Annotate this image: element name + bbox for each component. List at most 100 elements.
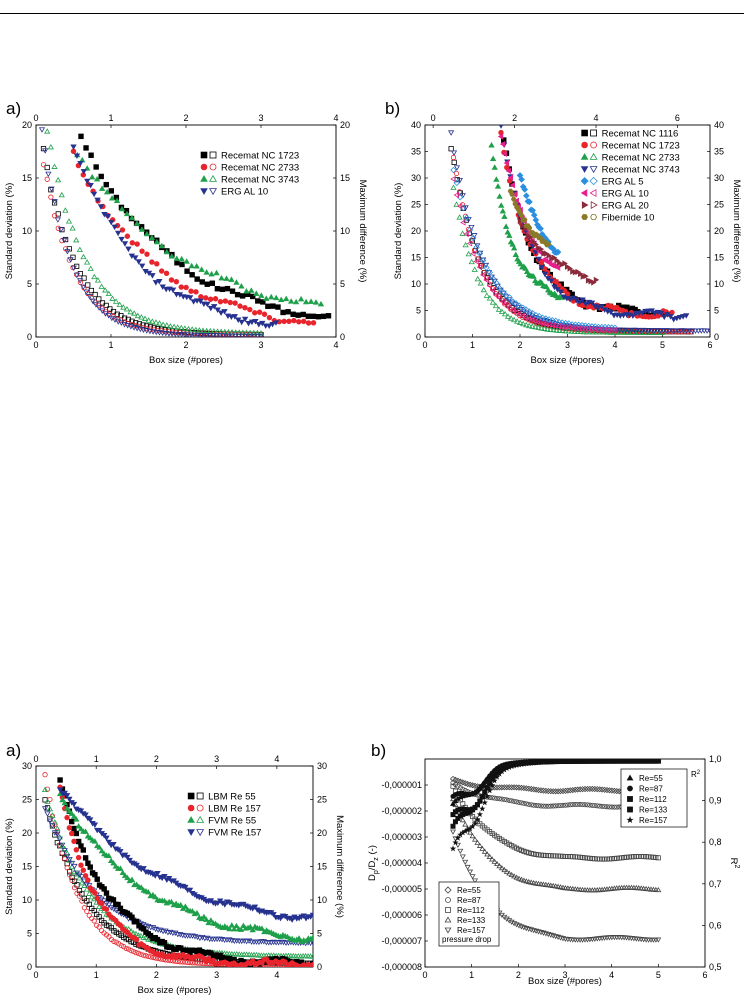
open-series-point — [486, 269, 493, 276]
pressure-point — [528, 802, 534, 808]
open-series-point — [489, 299, 496, 305]
pressure-point — [592, 803, 598, 809]
open-series-point — [47, 143, 54, 150]
series-point — [128, 214, 136, 221]
series-point — [94, 197, 101, 204]
r2-point — [491, 777, 498, 784]
pressure-point — [511, 873, 518, 879]
legend-marker-filled — [580, 166, 589, 173]
open-series-point — [152, 319, 160, 325]
y2-tick-label: 30 — [317, 761, 327, 771]
open-series-point — [257, 333, 265, 337]
series-point — [536, 244, 542, 252]
pressure-point — [523, 785, 530, 792]
pressure-point — [496, 863, 503, 869]
series-point — [110, 841, 117, 848]
series-point — [541, 250, 547, 257]
series-point — [505, 167, 512, 175]
series-point — [497, 133, 504, 140]
series-point — [240, 922, 247, 929]
open-series-point — [51, 199, 58, 205]
open-series-point — [112, 298, 120, 304]
open-series-point — [552, 317, 559, 324]
pressure-point — [513, 874, 520, 880]
x-tick-label: 0 — [422, 970, 427, 980]
series-point — [173, 255, 180, 261]
series-point — [598, 304, 605, 310]
series-point — [509, 241, 516, 247]
x-tick-label: 3 — [214, 970, 219, 980]
open-series-point — [203, 327, 210, 334]
pressure-point — [449, 829, 457, 835]
open-series-point — [522, 306, 530, 313]
series-point — [557, 259, 563, 267]
pressure-point — [501, 866, 508, 873]
series-point — [501, 150, 508, 158]
series-point — [538, 245, 545, 253]
series-point — [567, 265, 574, 272]
open-series-point — [66, 856, 73, 863]
open-series-point — [503, 301, 509, 308]
open-series-point — [450, 154, 457, 161]
y-tick-label: 0 — [27, 332, 32, 342]
open-series-point — [111, 938, 117, 944]
y2-tick-label: 5 — [340, 279, 345, 289]
open-series-point — [96, 924, 102, 930]
series-point — [98, 847, 106, 854]
open-series-point — [453, 191, 459, 199]
open-series-point — [666, 328, 673, 334]
series-point — [309, 934, 313, 940]
open-series-point — [48, 186, 55, 192]
y-tick-label: 30 — [411, 173, 421, 183]
open-series-point — [674, 328, 682, 334]
open-series-point — [46, 818, 54, 825]
pressure-point — [450, 783, 456, 789]
open-series-point — [196, 327, 203, 333]
open-series-point — [473, 258, 479, 265]
pressure-point — [508, 784, 515, 791]
series-point — [70, 801, 78, 808]
open-series-point — [128, 947, 134, 954]
pressure-point — [506, 918, 513, 924]
open-series-point — [532, 311, 540, 319]
open-series-point — [181, 332, 188, 337]
series-point — [554, 248, 562, 256]
open-series-point — [146, 329, 154, 335]
series-point — [207, 305, 214, 312]
series-point — [234, 291, 241, 298]
open-series-point — [504, 313, 512, 319]
series-point — [551, 254, 558, 261]
open-series-point — [207, 327, 214, 334]
pressure-point — [537, 787, 545, 794]
open-series-point — [55, 176, 62, 183]
y2-tick-label: 0,9 — [709, 796, 722, 806]
top-x-tick-label: 4 — [274, 754, 279, 764]
series-point — [296, 319, 302, 325]
series-point — [117, 849, 124, 855]
series-point — [73, 153, 81, 159]
pressure-point — [609, 804, 615, 810]
open-series-point — [76, 278, 84, 284]
pressure-point — [572, 786, 579, 793]
series-point — [248, 319, 256, 326]
series-point — [537, 225, 544, 232]
series-point — [64, 814, 70, 821]
pressure-point — [492, 795, 498, 801]
open-series-point — [54, 828, 60, 835]
series-point — [183, 258, 190, 264]
y2-tick-label: 15 — [317, 862, 327, 872]
pressure-point — [498, 784, 505, 791]
y2-tick-label: 0 — [714, 332, 719, 342]
open-series-point — [51, 213, 58, 219]
series-point — [82, 828, 89, 834]
series-point — [252, 310, 258, 316]
top-x-tick-label: 0 — [33, 754, 38, 764]
pressure-point — [597, 803, 603, 809]
open-series-point — [532, 323, 539, 330]
series-point — [193, 909, 201, 916]
series-point — [219, 286, 226, 293]
open-series-point — [92, 291, 98, 298]
open-series-point — [165, 331, 173, 337]
open-series-point — [175, 331, 182, 337]
series-point — [56, 787, 64, 793]
